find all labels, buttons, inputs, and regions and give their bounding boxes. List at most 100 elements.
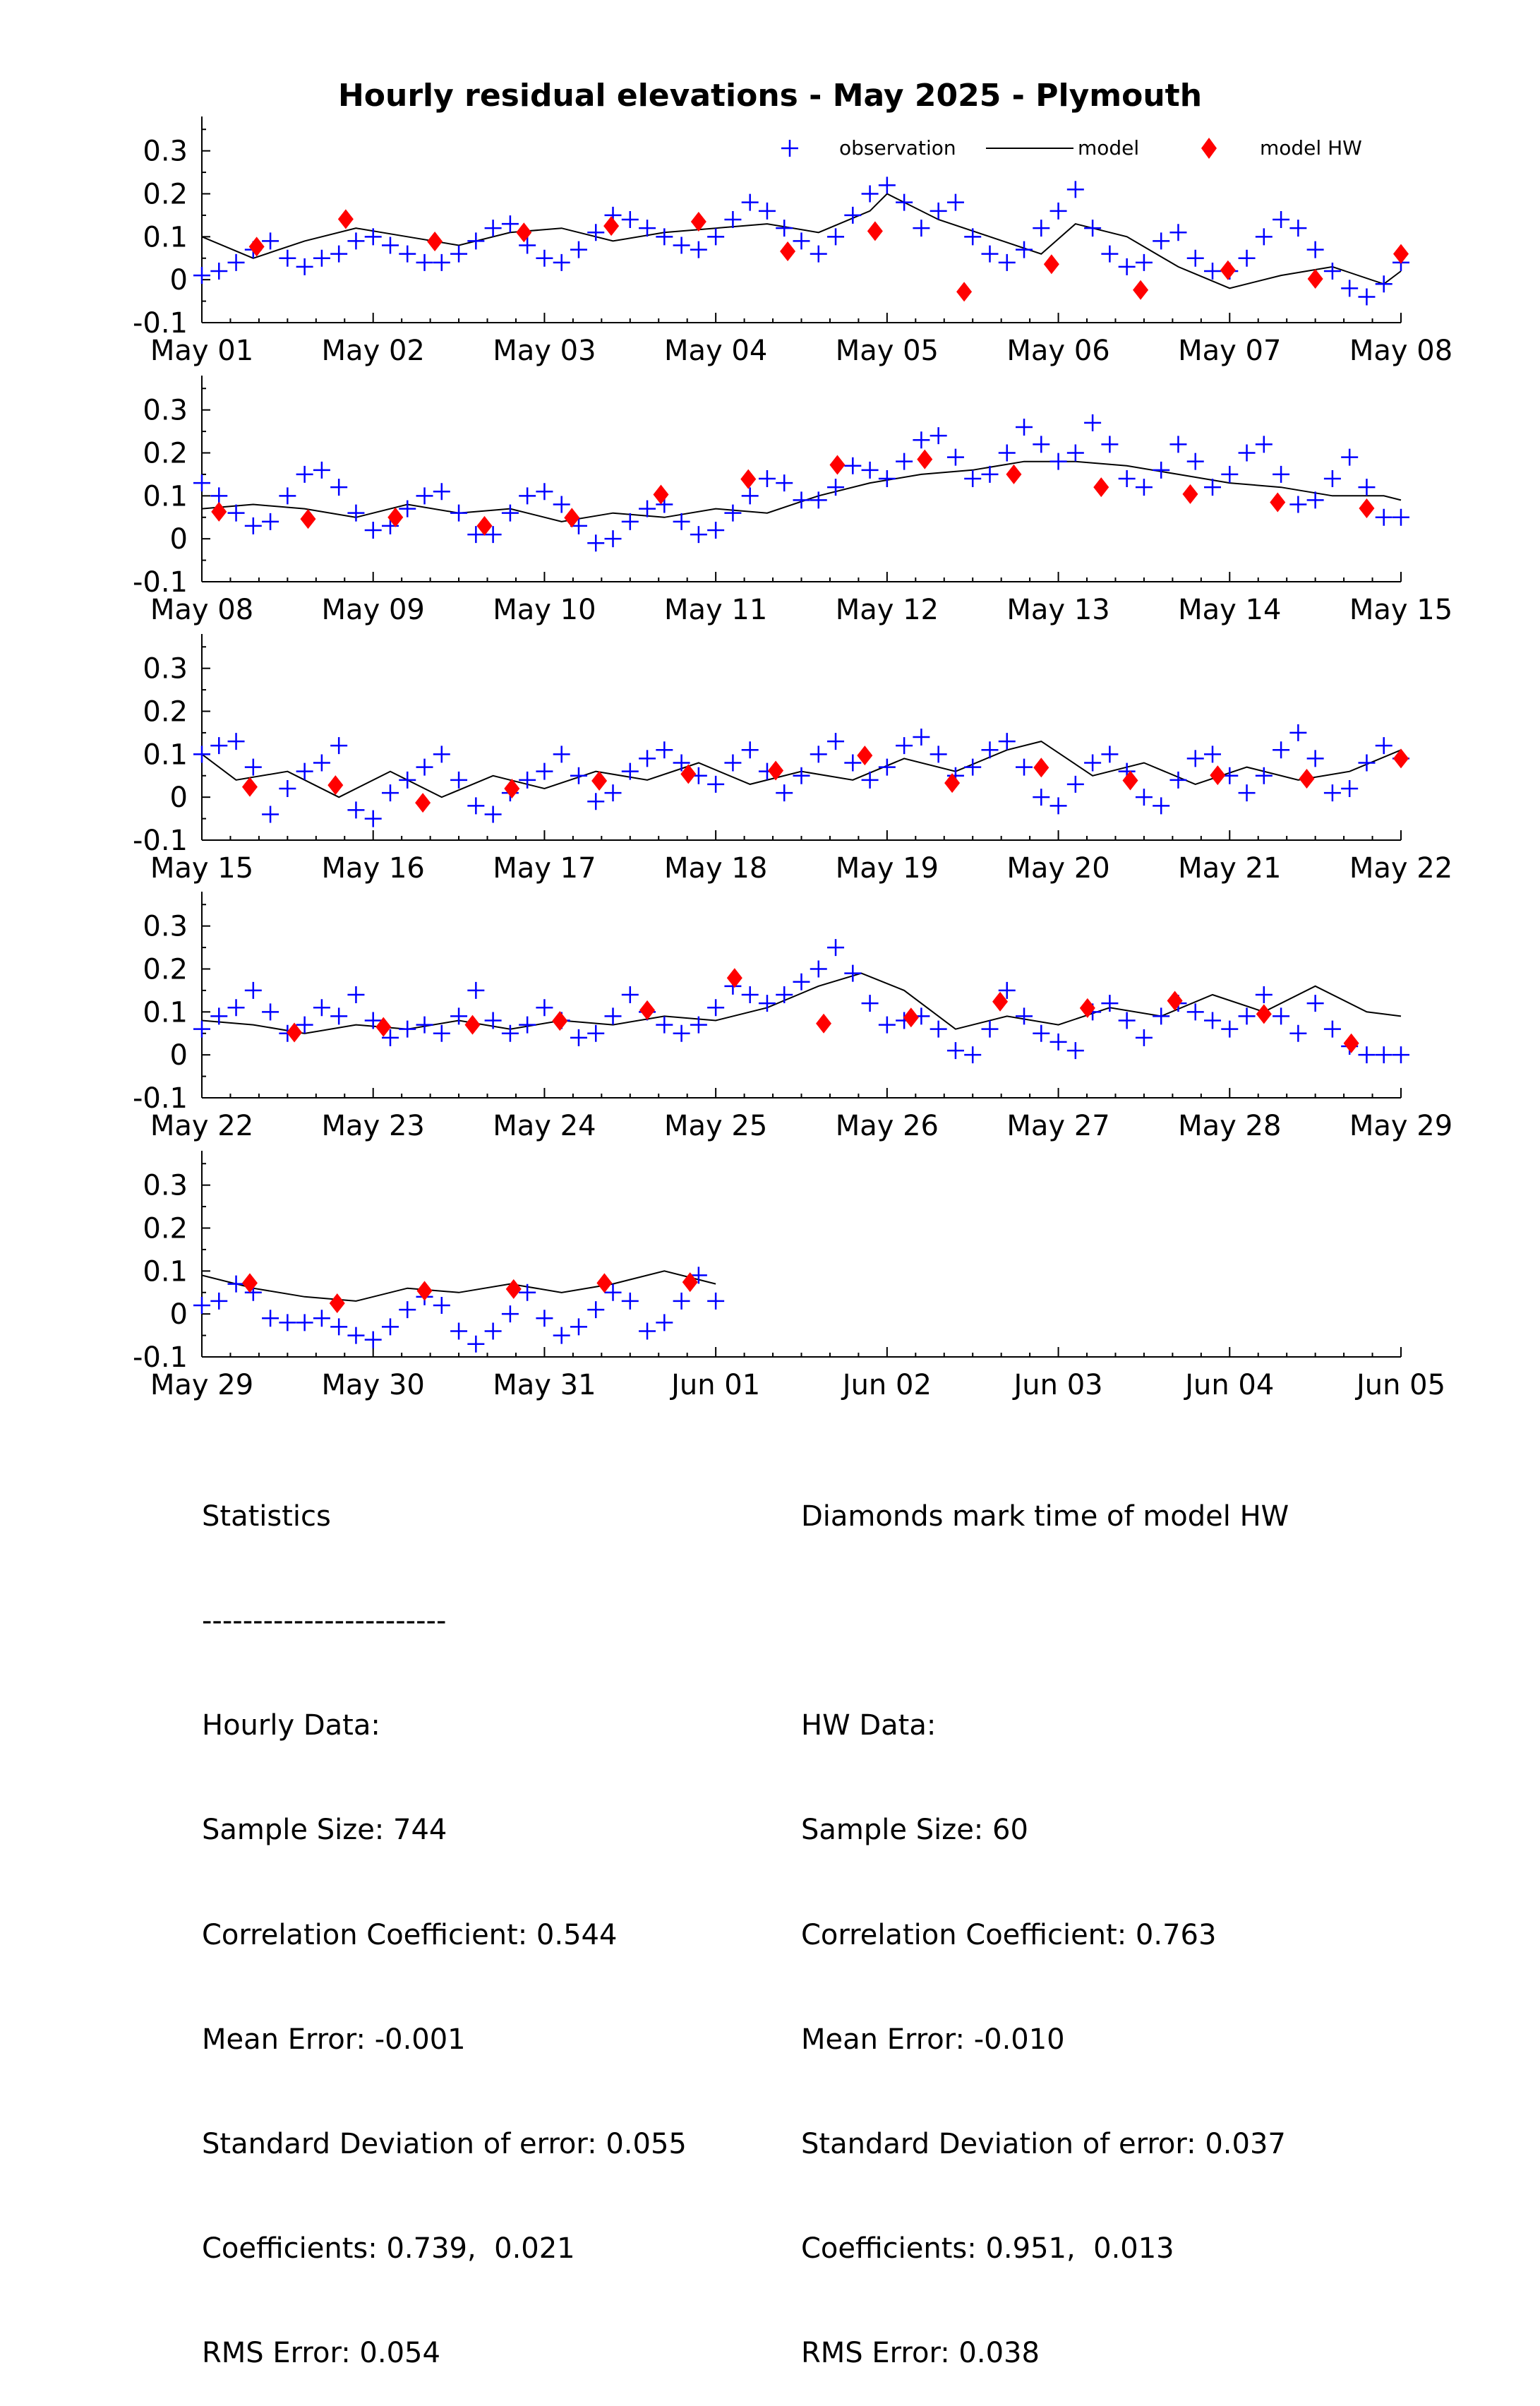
x-tick-label: May 13 bbox=[1006, 594, 1109, 626]
observation-point bbox=[844, 754, 862, 772]
observation-point bbox=[433, 746, 450, 763]
model-hw-point bbox=[690, 212, 706, 232]
stats-mean-error: Mean Error: -0.001 bbox=[202, 2023, 466, 2056]
observation-point bbox=[741, 741, 759, 759]
observation-point bbox=[501, 504, 519, 522]
observation-point bbox=[673, 237, 690, 254]
observation-point bbox=[707, 228, 725, 246]
y-tick-label: 0.3 bbox=[143, 395, 188, 427]
observation-point bbox=[1255, 436, 1273, 453]
observation-point bbox=[1033, 436, 1050, 453]
observation-point bbox=[1238, 784, 1256, 802]
y-tick-label: 0.3 bbox=[143, 1170, 188, 1202]
observation-point bbox=[1289, 220, 1307, 237]
stats-coefficients: Coefficients: 0.951, 0.013 bbox=[801, 2232, 1174, 2266]
model-line bbox=[201, 1270, 716, 1302]
observation-point bbox=[262, 232, 279, 250]
observation-point bbox=[861, 995, 879, 1012]
observation-point bbox=[279, 1314, 296, 1331]
observation-point bbox=[1323, 263, 1341, 280]
x-tick-label: May 29 bbox=[150, 1369, 253, 1401]
observation-point bbox=[467, 1335, 485, 1353]
observation-point bbox=[861, 185, 879, 203]
observation-point bbox=[193, 474, 210, 492]
model-hw-point bbox=[992, 991, 1009, 1012]
observation-point bbox=[210, 1007, 228, 1025]
observation-point bbox=[878, 176, 896, 194]
observation-point bbox=[381, 784, 399, 802]
observation-point bbox=[1169, 436, 1187, 453]
model-hw-point bbox=[476, 515, 493, 536]
observation-point bbox=[570, 1318, 587, 1336]
observation-point bbox=[536, 249, 553, 267]
model-hw-point bbox=[1093, 477, 1109, 498]
observation-point bbox=[930, 746, 947, 763]
x-tick-label: May 22 bbox=[150, 1110, 253, 1142]
model-hw-point bbox=[956, 282, 973, 302]
observation-point bbox=[193, 1297, 210, 1314]
observation-point bbox=[433, 253, 450, 271]
observation-point bbox=[347, 232, 365, 250]
observation-point bbox=[878, 1016, 896, 1034]
y-tick-label: 0.3 bbox=[143, 911, 188, 943]
observation-point bbox=[690, 241, 707, 258]
y-tick-label: 0 bbox=[170, 1039, 188, 1072]
model-hw-point bbox=[1393, 748, 1409, 769]
y-tick-label: 0.2 bbox=[143, 438, 188, 470]
observation-point bbox=[587, 793, 605, 810]
model-hw-point bbox=[1307, 268, 1323, 289]
legend: observation model model HW bbox=[781, 136, 1362, 160]
observation-point bbox=[656, 1314, 673, 1331]
observation-point bbox=[364, 1012, 382, 1029]
model-hw-point bbox=[1359, 498, 1375, 518]
observation-point bbox=[519, 771, 536, 789]
observation-point bbox=[501, 1305, 519, 1323]
model-hw-point bbox=[504, 779, 520, 798]
observation-point bbox=[433, 1024, 450, 1042]
stats-section: Hourly Data: bbox=[202, 1709, 380, 1742]
observation-point bbox=[347, 801, 365, 819]
observation-point bbox=[279, 780, 296, 797]
observation-point bbox=[861, 461, 879, 479]
model-hw-point bbox=[726, 968, 742, 988]
observation-point bbox=[758, 202, 776, 220]
model-hw-point bbox=[680, 764, 697, 784]
model-hw-point bbox=[337, 209, 354, 229]
model-hw-point bbox=[327, 775, 344, 796]
observation-point bbox=[913, 220, 930, 237]
observation-point bbox=[1016, 1007, 1033, 1025]
observation-point bbox=[467, 232, 485, 250]
observation-point bbox=[364, 1331, 382, 1348]
observation-point bbox=[244, 758, 262, 776]
observation-point bbox=[553, 1327, 570, 1344]
x-tick-label: May 15 bbox=[150, 852, 253, 885]
observation-point bbox=[810, 491, 827, 509]
observation-point bbox=[981, 1020, 999, 1038]
stats-rms: RMS Error: 0.054 bbox=[202, 2337, 440, 2370]
observation-point bbox=[1238, 249, 1256, 267]
observation-point bbox=[364, 228, 382, 246]
observation-point bbox=[656, 1016, 673, 1034]
x-tick-label: May 05 bbox=[836, 335, 939, 367]
stats-mean-error: Mean Error: -0.010 bbox=[801, 2023, 1065, 2056]
observation-point bbox=[896, 737, 913, 755]
observation-point bbox=[1255, 767, 1273, 784]
stats-separator: ------------------------ bbox=[202, 1605, 447, 1638]
model-hw-point bbox=[653, 484, 669, 505]
observation-point bbox=[810, 245, 827, 263]
stats-std-dev: Standard Deviation of error: 0.055 bbox=[202, 2128, 687, 2161]
y-tick-label: 0.1 bbox=[143, 996, 188, 1029]
observation-point bbox=[1306, 750, 1324, 767]
observation-point bbox=[1204, 746, 1222, 763]
observation-point bbox=[330, 1007, 348, 1025]
observation-point bbox=[296, 258, 313, 275]
model-hw-point bbox=[596, 1273, 613, 1293]
stats-correlation: Correlation Coefficient: 0.763 bbox=[801, 1918, 1217, 1951]
observation-point bbox=[896, 193, 913, 211]
y-tick-label: 0.3 bbox=[143, 653, 188, 686]
observation-point bbox=[673, 754, 690, 772]
y-tick-label: 0.1 bbox=[143, 1255, 188, 1288]
observation-point bbox=[553, 253, 570, 271]
